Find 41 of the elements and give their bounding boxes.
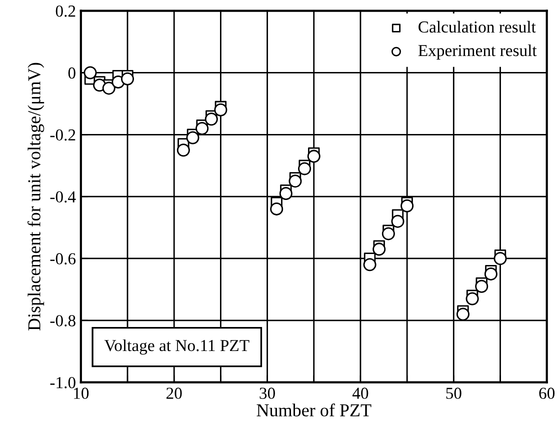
x-tick-label: 30 — [260, 388, 275, 399]
point — [400, 199, 414, 212]
point — [391, 214, 404, 228]
point — [456, 308, 470, 321]
point — [176, 144, 190, 157]
point — [484, 267, 498, 280]
point — [279, 186, 292, 200]
y-tick-label: -1.0 — [50, 377, 76, 388]
point — [121, 72, 134, 86]
point — [196, 122, 209, 135]
point — [270, 202, 284, 216]
x-tick-label: 40 — [352, 388, 368, 399]
y-tick-label: 0.2 — [56, 6, 76, 17]
y-tick-label: 0 — [68, 67, 76, 79]
y-axis-title: Displacement for unit voltage/(μmV) — [28, 62, 44, 330]
legend-label: Experiment result — [418, 44, 537, 60]
legend-label: Calculation result — [418, 20, 536, 33]
y-tick-label: -0.2 — [50, 129, 76, 141]
point — [466, 292, 479, 306]
point — [382, 227, 395, 240]
x-axis-title: Number of PZT — [256, 404, 372, 416]
annotation: Voltage at No.11 PZT — [104, 339, 250, 355]
y-tick-label: -0.4 — [50, 191, 76, 203]
point — [475, 280, 488, 293]
point — [288, 174, 302, 188]
point — [204, 112, 218, 126]
point — [102, 82, 116, 95]
point — [363, 258, 376, 272]
point — [214, 103, 228, 116]
point — [298, 162, 312, 176]
point — [372, 242, 386, 256]
point — [186, 131, 200, 144]
x-tick-label: 20 — [166, 388, 182, 399]
point — [307, 150, 320, 163]
point — [494, 252, 507, 265]
y-tick-label: -0.6 — [50, 253, 76, 264]
point — [84, 66, 97, 80]
x-tick-label: 60 — [539, 388, 555, 399]
x-tick-label: 50 — [446, 388, 462, 399]
y-tick-label: -0.8 — [50, 315, 76, 326]
x-tick-label: 10 — [74, 388, 89, 399]
